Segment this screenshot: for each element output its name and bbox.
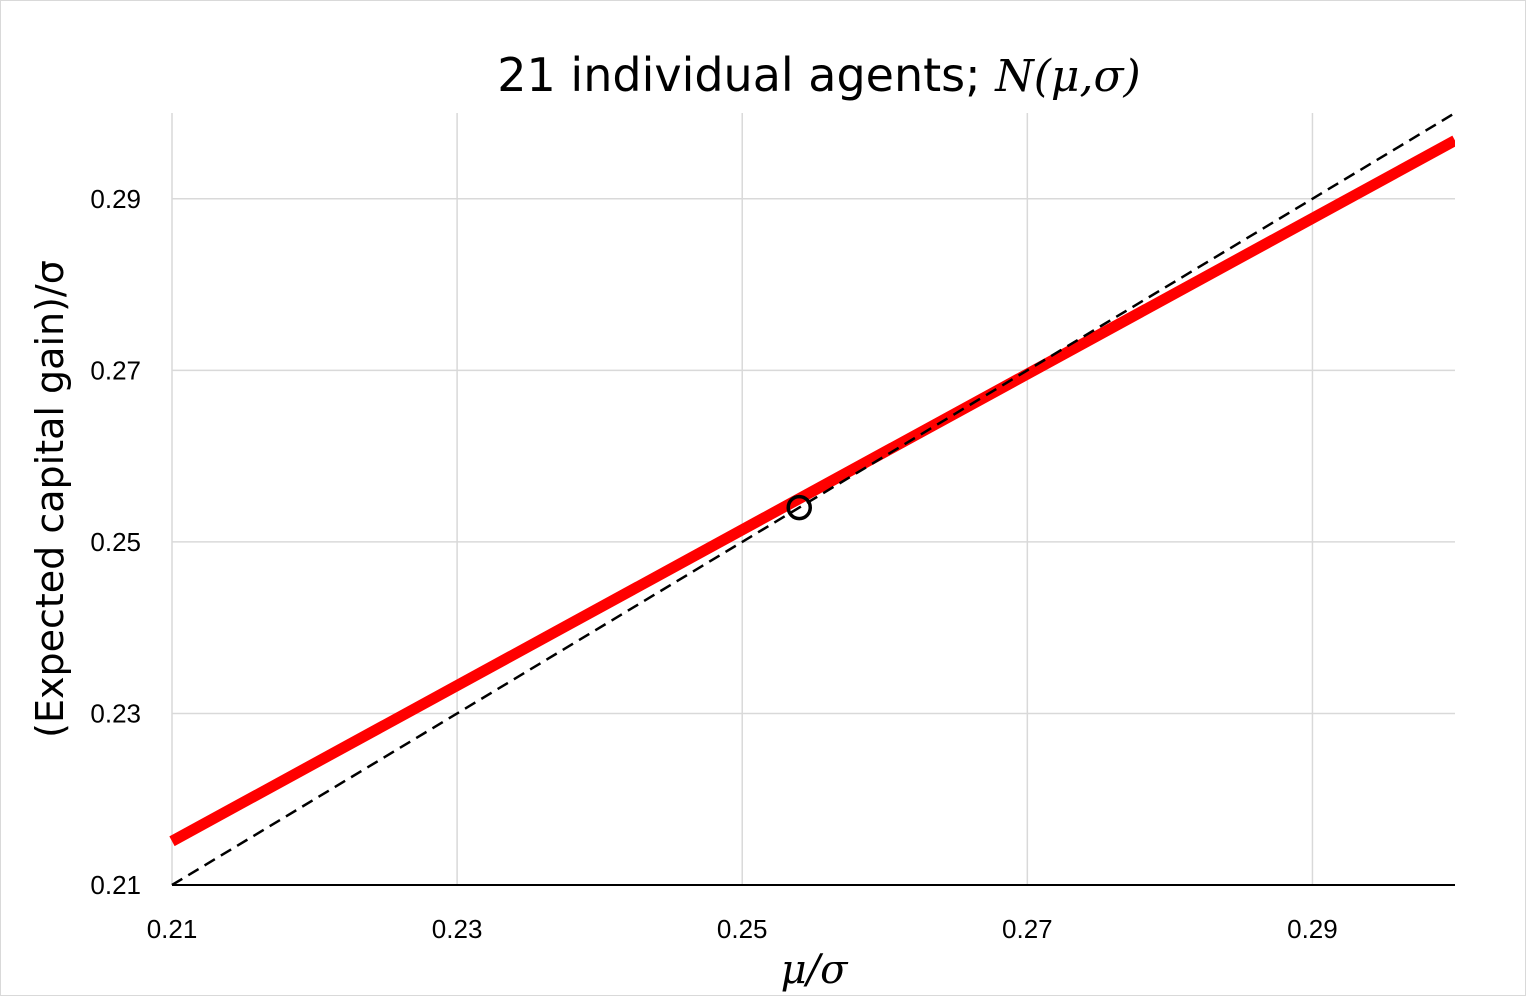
x-axis-label: μ/σ [781, 947, 849, 993]
y-tick-label: 0.23 [90, 698, 141, 728]
chart-title-math: N(μ,σ) [994, 51, 1140, 102]
series-group [169, 113, 1455, 885]
y-tick-label: 0.27 [90, 355, 141, 385]
y-axis-label: (Expected capital gain)/σ [28, 260, 72, 738]
x-tick-label: 0.25 [717, 914, 768, 944]
chart-title: 21 individual agents; N(μ,σ) [497, 48, 1140, 102]
x-tick-label: 0.29 [1287, 914, 1338, 944]
grid [171, 113, 1455, 885]
x-tick-label: 0.27 [1002, 914, 1053, 944]
dashed-series-line [171, 113, 1455, 885]
solid-series-line [169, 135, 1455, 847]
tick-labels: 0.21 0.23 0.25 0.27 0.29 0.21 0.23 0.25 0.27 0.29 [90, 184, 1337, 944]
y-tick-label: 0.25 [90, 527, 141, 557]
open-circle-marker [786, 494, 812, 521]
x-tick-label: 0.21 [147, 914, 198, 944]
x-tick-label: 0.23 [432, 914, 483, 944]
y-tick-label: 0.21 [90, 870, 141, 900]
y-tick-label: 0.29 [90, 184, 141, 214]
chart-title-prefix: 21 individual agents; [497, 48, 995, 102]
